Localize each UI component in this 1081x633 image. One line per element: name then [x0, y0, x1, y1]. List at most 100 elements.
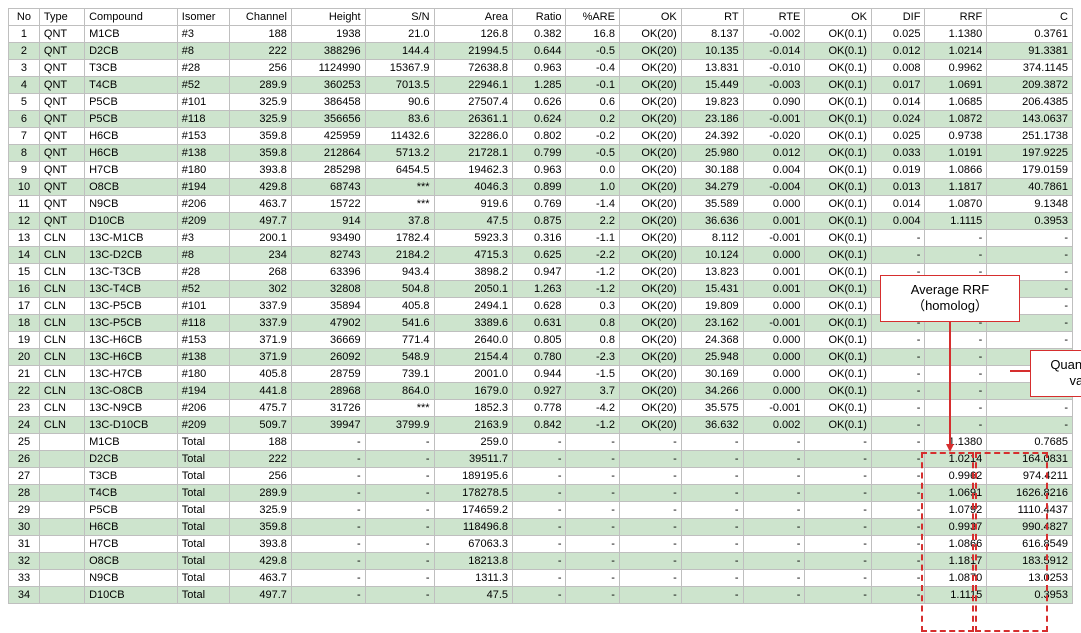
table-cell: 371.9: [230, 332, 292, 349]
table-cell: -: [743, 502, 805, 519]
table-cell: M1CB: [85, 434, 178, 451]
table-cell: -: [365, 519, 434, 536]
table-cell: -1.4: [566, 196, 619, 213]
table-row: 27T3CBTotal256--189195.6-------0.9962974…: [9, 468, 1073, 485]
table-cell: 47.5: [434, 587, 512, 604]
table-cell: 268: [230, 264, 292, 281]
table-cell: 91.3381: [987, 43, 1073, 60]
table-cell: -2.2: [566, 247, 619, 264]
table-cell: 0.626: [513, 94, 566, 111]
table-cell: [39, 570, 84, 587]
table-cell: -4.2: [566, 400, 619, 417]
table-cell: 15722: [291, 196, 365, 213]
table-cell: 19462.3: [434, 162, 512, 179]
table-cell: OK(0.1): [805, 94, 872, 111]
table-cell: 9: [9, 162, 40, 179]
table-row: 11QNTN9CB#206463.715722***919.60.769-1.4…: [9, 196, 1073, 213]
table-cell: 28: [9, 485, 40, 502]
table-cell: -: [871, 383, 924, 400]
table-cell: OK(20): [619, 383, 681, 400]
table-cell: 118496.8: [434, 519, 512, 536]
table-cell: 13C-M1CB: [85, 230, 178, 247]
table-cell: 302: [230, 281, 292, 298]
table-cell: OK(20): [619, 111, 681, 128]
table-cell: 1.263: [513, 281, 566, 298]
table-cell: 943.4: [365, 264, 434, 281]
table-cell: 0.624: [513, 111, 566, 128]
table-cell: 10: [9, 179, 40, 196]
table-cell: 1.1115: [925, 213, 987, 230]
table-cell: #138: [177, 349, 229, 366]
table-cell: -: [619, 451, 681, 468]
table-cell: 0.014: [871, 94, 924, 111]
table-cell: 27507.4: [434, 94, 512, 111]
table-cell: -1.2: [566, 417, 619, 434]
table-cell: 386458: [291, 94, 365, 111]
table-cell: -: [566, 553, 619, 570]
table-cell: QNT: [39, 26, 84, 43]
table-cell: -1.5: [566, 366, 619, 383]
table-cell: 1.1115: [925, 587, 987, 604]
column-header: S/N: [365, 9, 434, 26]
table-cell: 256: [230, 60, 292, 77]
table-row: 10QNTO8CB#194429.868743***4046.30.8991.0…: [9, 179, 1073, 196]
table-cell: 189195.6: [434, 468, 512, 485]
column-header: Channel: [230, 9, 292, 26]
table-cell: 6: [9, 111, 40, 128]
table-cell: 0.014: [871, 196, 924, 213]
table-cell: 31: [9, 536, 40, 553]
table-cell: OK(0.1): [805, 43, 872, 60]
table-cell: 1.0691: [925, 77, 987, 94]
table-cell: 1.0214: [925, 43, 987, 60]
table-cell: OK(20): [619, 162, 681, 179]
table-cell: 441.8: [230, 383, 292, 400]
table-cell: 548.9: [365, 349, 434, 366]
table-cell: CLN: [39, 332, 84, 349]
table-cell: 13.831: [681, 60, 743, 77]
table-cell: OK(0.1): [805, 417, 872, 434]
table-cell: 10.135: [681, 43, 743, 60]
table-cell: 34: [9, 587, 40, 604]
table-cell: 28759: [291, 366, 365, 383]
table-cell: 337.9: [230, 315, 292, 332]
table-cell: 20: [9, 349, 40, 366]
table-cell: #118: [177, 111, 229, 128]
table-cell: OK(0.1): [805, 60, 872, 77]
table-cell: CLN: [39, 298, 84, 315]
table-row: 20CLN13C-H6CB#138371.926092548.92154.40.…: [9, 349, 1073, 366]
table-cell: 325.9: [230, 502, 292, 519]
table-cell: 13C-D10CB: [85, 417, 178, 434]
table-cell: 919.6: [434, 196, 512, 213]
column-header: OK: [805, 9, 872, 26]
table-cell: 0.842: [513, 417, 566, 434]
table-cell: -: [291, 434, 365, 451]
table-cell: H6CB: [85, 145, 178, 162]
table-cell: ***: [365, 196, 434, 213]
table-cell: -: [365, 536, 434, 553]
table-cell: -: [365, 587, 434, 604]
table-cell: 0.000: [743, 383, 805, 400]
table-cell: OK(20): [619, 60, 681, 77]
table-cell: QNT: [39, 94, 84, 111]
table-cell: QNT: [39, 162, 84, 179]
table-cell: OK(0.1): [805, 400, 872, 417]
table-cell: 3389.6: [434, 315, 512, 332]
table-cell: 21728.1: [434, 145, 512, 162]
table-cell: 1.0872: [925, 111, 987, 128]
table-cell: -: [925, 417, 987, 434]
column-header: Isomer: [177, 9, 229, 26]
table-cell: -: [566, 485, 619, 502]
table-cell: 2184.2: [365, 247, 434, 264]
table-cell: OK(20): [619, 230, 681, 247]
table-cell: #118: [177, 315, 229, 332]
table-cell: 509.7: [230, 417, 292, 434]
table-cell: 0.025: [871, 128, 924, 145]
table-cell: -: [513, 553, 566, 570]
table-cell: OK(20): [619, 247, 681, 264]
table-cell: 2050.1: [434, 281, 512, 298]
table-cell: 18213.8: [434, 553, 512, 570]
table-cell: ***: [365, 179, 434, 196]
table-cell: 914: [291, 213, 365, 230]
table-cell: 12: [9, 213, 40, 230]
table-cell: 1.1380: [925, 434, 987, 451]
